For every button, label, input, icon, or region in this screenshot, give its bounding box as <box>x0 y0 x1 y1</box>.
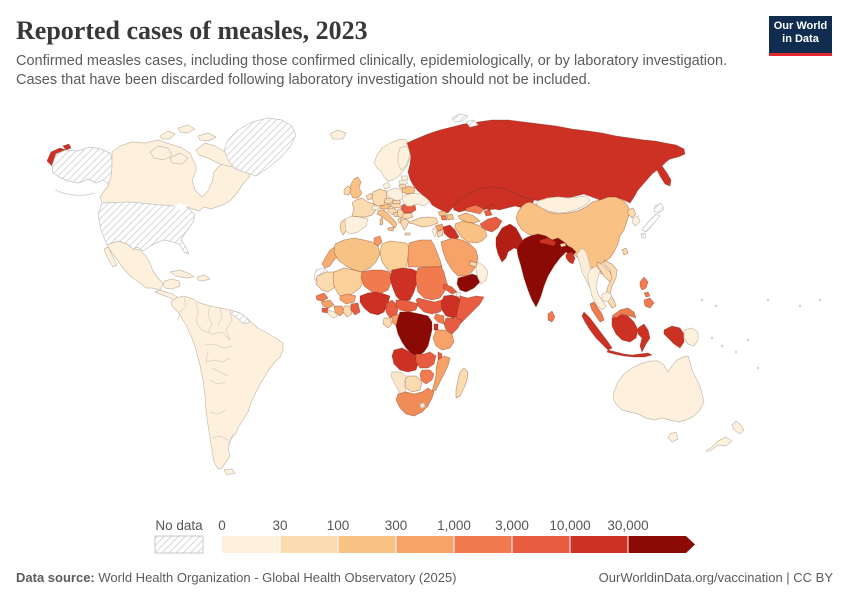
svg-text:0: 0 <box>218 518 226 533</box>
svg-text:30,000: 30,000 <box>607 518 648 533</box>
svg-text:3,000: 3,000 <box>495 518 529 533</box>
svg-text:No data: No data <box>155 518 203 533</box>
svg-text:1,000: 1,000 <box>437 518 471 533</box>
svg-text:10,000: 10,000 <box>549 518 590 533</box>
svg-text:30: 30 <box>272 518 287 533</box>
svg-text:300: 300 <box>385 518 408 533</box>
svg-text:100: 100 <box>327 518 350 533</box>
